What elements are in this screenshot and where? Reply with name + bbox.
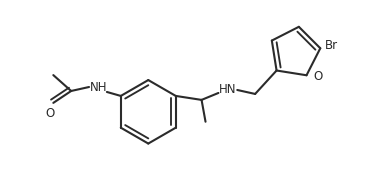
Text: O: O bbox=[46, 107, 55, 120]
Text: NH: NH bbox=[90, 82, 108, 95]
Text: HN: HN bbox=[219, 83, 236, 96]
Text: Br: Br bbox=[325, 39, 338, 52]
Text: O: O bbox=[314, 70, 323, 83]
